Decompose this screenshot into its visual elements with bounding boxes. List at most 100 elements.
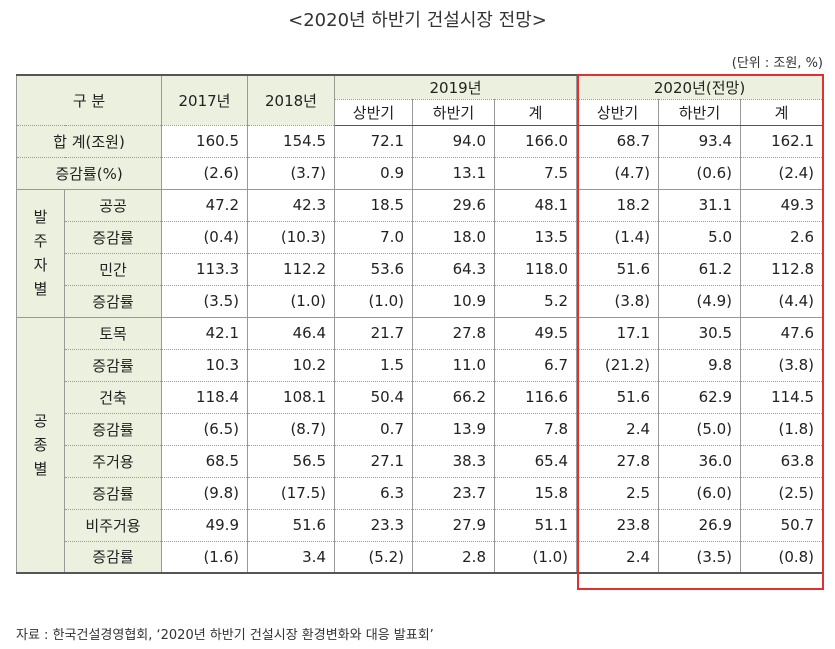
cell: (1.0) — [334, 285, 413, 318]
header-2020-h1: 상반기 — [576, 99, 660, 126]
header-2019-h2: 하반기 — [412, 99, 495, 126]
cell: (3.8) — [740, 349, 824, 382]
cell: 56.5 — [247, 445, 335, 478]
cell: 26.9 — [658, 509, 742, 542]
cell: 116.6 — [493, 381, 578, 414]
cell: 3.4 — [247, 541, 335, 574]
row-label: 증감률 — [64, 541, 162, 574]
cell: 11.0 — [412, 349, 495, 382]
cell: 7.0 — [334, 221, 413, 254]
cell: (1.8) — [740, 413, 824, 446]
table-row: 주거용 68.5 56.5 27.1 38.3 65.4 27.8 36.0 6… — [17, 445, 824, 478]
cell: 68.7 — [576, 125, 660, 158]
table-row: 증감률 (0.4) (10.3) 7.0 18.0 13.5 (1.4) 5.0… — [17, 221, 824, 254]
cell: 118.4 — [161, 381, 248, 414]
cell: 2.4 — [576, 413, 660, 446]
cell: 23.8 — [576, 509, 660, 542]
cell: (6.5) — [161, 413, 248, 446]
cell: 2.5 — [576, 477, 660, 510]
row-label: 건축 — [64, 381, 162, 414]
row-label: 증감률 — [64, 349, 162, 382]
cell: 23.7 — [412, 477, 495, 510]
cell: 15.8 — [493, 477, 578, 510]
cell: 72.1 — [334, 125, 413, 158]
cell: 68.5 — [161, 445, 248, 478]
header-2020-h2: 하반기 — [658, 99, 742, 126]
cell: 18.0 — [412, 221, 495, 254]
table-row: 비주거용 49.9 51.6 23.3 27.9 51.1 23.8 26.9 … — [17, 509, 824, 542]
cell: 63.8 — [740, 445, 824, 478]
group-label-text: 공종별 — [33, 411, 48, 478]
cell: 154.5 — [247, 125, 335, 158]
cell: 7.8 — [493, 413, 578, 446]
header-2017: 2017년 — [161, 74, 248, 126]
cell: (2.4) — [740, 157, 824, 190]
source-note: 자료 : 한국건설경영협회, ‘2020년 하반기 건설시장 환경변화와 대응 … — [16, 628, 434, 643]
cell: (0.6) — [658, 157, 742, 190]
group-label-orderer: 발주자별 — [16, 189, 65, 318]
cell: 42.1 — [161, 317, 248, 350]
cell: (4.9) — [658, 285, 742, 318]
cell: 51.1 — [493, 509, 578, 542]
cell: 50.4 — [334, 381, 413, 414]
cell: 66.2 — [412, 381, 495, 414]
cell: 61.2 — [658, 253, 742, 286]
cell: 42.3 — [247, 189, 335, 222]
cell: 162.1 — [740, 125, 824, 158]
cell: 2.4 — [576, 541, 660, 574]
table-row: 증감률 (3.5) (1.0) (1.0) 10.9 5.2 (3.8) (4.… — [17, 285, 824, 318]
unit-note: (단위 : 조원, %) — [731, 56, 823, 71]
cell: 112.2 — [247, 253, 335, 286]
table-row: 발주자별 공공 47.2 42.3 18.5 29.6 48.1 18.2 31… — [16, 189, 824, 318]
cell: 0.7 — [334, 413, 413, 446]
table-row: 증감률 10.3 10.2 1.5 11.0 6.7 (21.2) 9.8 (3… — [17, 349, 824, 382]
header-category: 구 분 — [16, 74, 162, 126]
cell: 51.6 — [247, 509, 335, 542]
cell: 47.6 — [740, 317, 824, 350]
cell: 0.9 — [334, 157, 413, 190]
row-label: 비주거용 — [64, 509, 162, 542]
cell: 2.8 — [412, 541, 495, 574]
cell: 18.2 — [576, 189, 660, 222]
cell: 65.4 — [493, 445, 578, 478]
cell: 17.1 — [576, 317, 660, 350]
table-row: 공종별 토목 42.1 46.4 21.7 27.8 49.5 17.1 30.… — [16, 317, 824, 574]
cell: 112.8 — [740, 253, 824, 286]
row-label: 증감률 — [64, 477, 162, 510]
header-row-years: 구 분 2017년 2018년 2019년 2020년(전망) — [16, 74, 824, 126]
table-row: 증감률 (1.6) 3.4 (5.2) 2.8 (1.0) 2.4 (3.5) … — [17, 541, 824, 574]
cell: 7.5 — [493, 157, 578, 190]
row-label: 증감률(%) — [16, 157, 162, 190]
row-label: 증감률 — [64, 221, 162, 254]
cell: 27.1 — [334, 445, 413, 478]
cell: (9.8) — [161, 477, 248, 510]
cell: 6.7 — [493, 349, 578, 382]
cell: 27.8 — [576, 445, 660, 478]
cell: 48.1 — [493, 189, 578, 222]
cell: 93.4 — [658, 125, 742, 158]
cell: 13.9 — [412, 413, 495, 446]
cell: (1.0) — [247, 285, 335, 318]
cell: 50.7 — [740, 509, 824, 542]
cell: 108.1 — [247, 381, 335, 414]
cell: 13.1 — [412, 157, 495, 190]
cell: (17.5) — [247, 477, 335, 510]
cell: 27.9 — [412, 509, 495, 542]
cell: 166.0 — [493, 125, 578, 158]
cell: 2.6 — [740, 221, 824, 254]
cell: 30.5 — [658, 317, 742, 350]
cell: 27.8 — [412, 317, 495, 350]
header-row-halves: 상반기 하반기 계 상반기 하반기 계 — [17, 99, 824, 126]
cell: 49.9 — [161, 509, 248, 542]
cell: 5.2 — [493, 285, 578, 318]
cell: 51.6 — [576, 253, 660, 286]
cell: 49.5 — [493, 317, 578, 350]
cell: 13.5 — [493, 221, 578, 254]
row-label: 증감률 — [64, 285, 162, 318]
cell: (0.4) — [161, 221, 248, 254]
cell: 47.2 — [161, 189, 248, 222]
cell: (5.2) — [334, 541, 413, 574]
cell: (4.4) — [740, 285, 824, 318]
cell: 38.3 — [412, 445, 495, 478]
cell: (1.6) — [161, 541, 248, 574]
